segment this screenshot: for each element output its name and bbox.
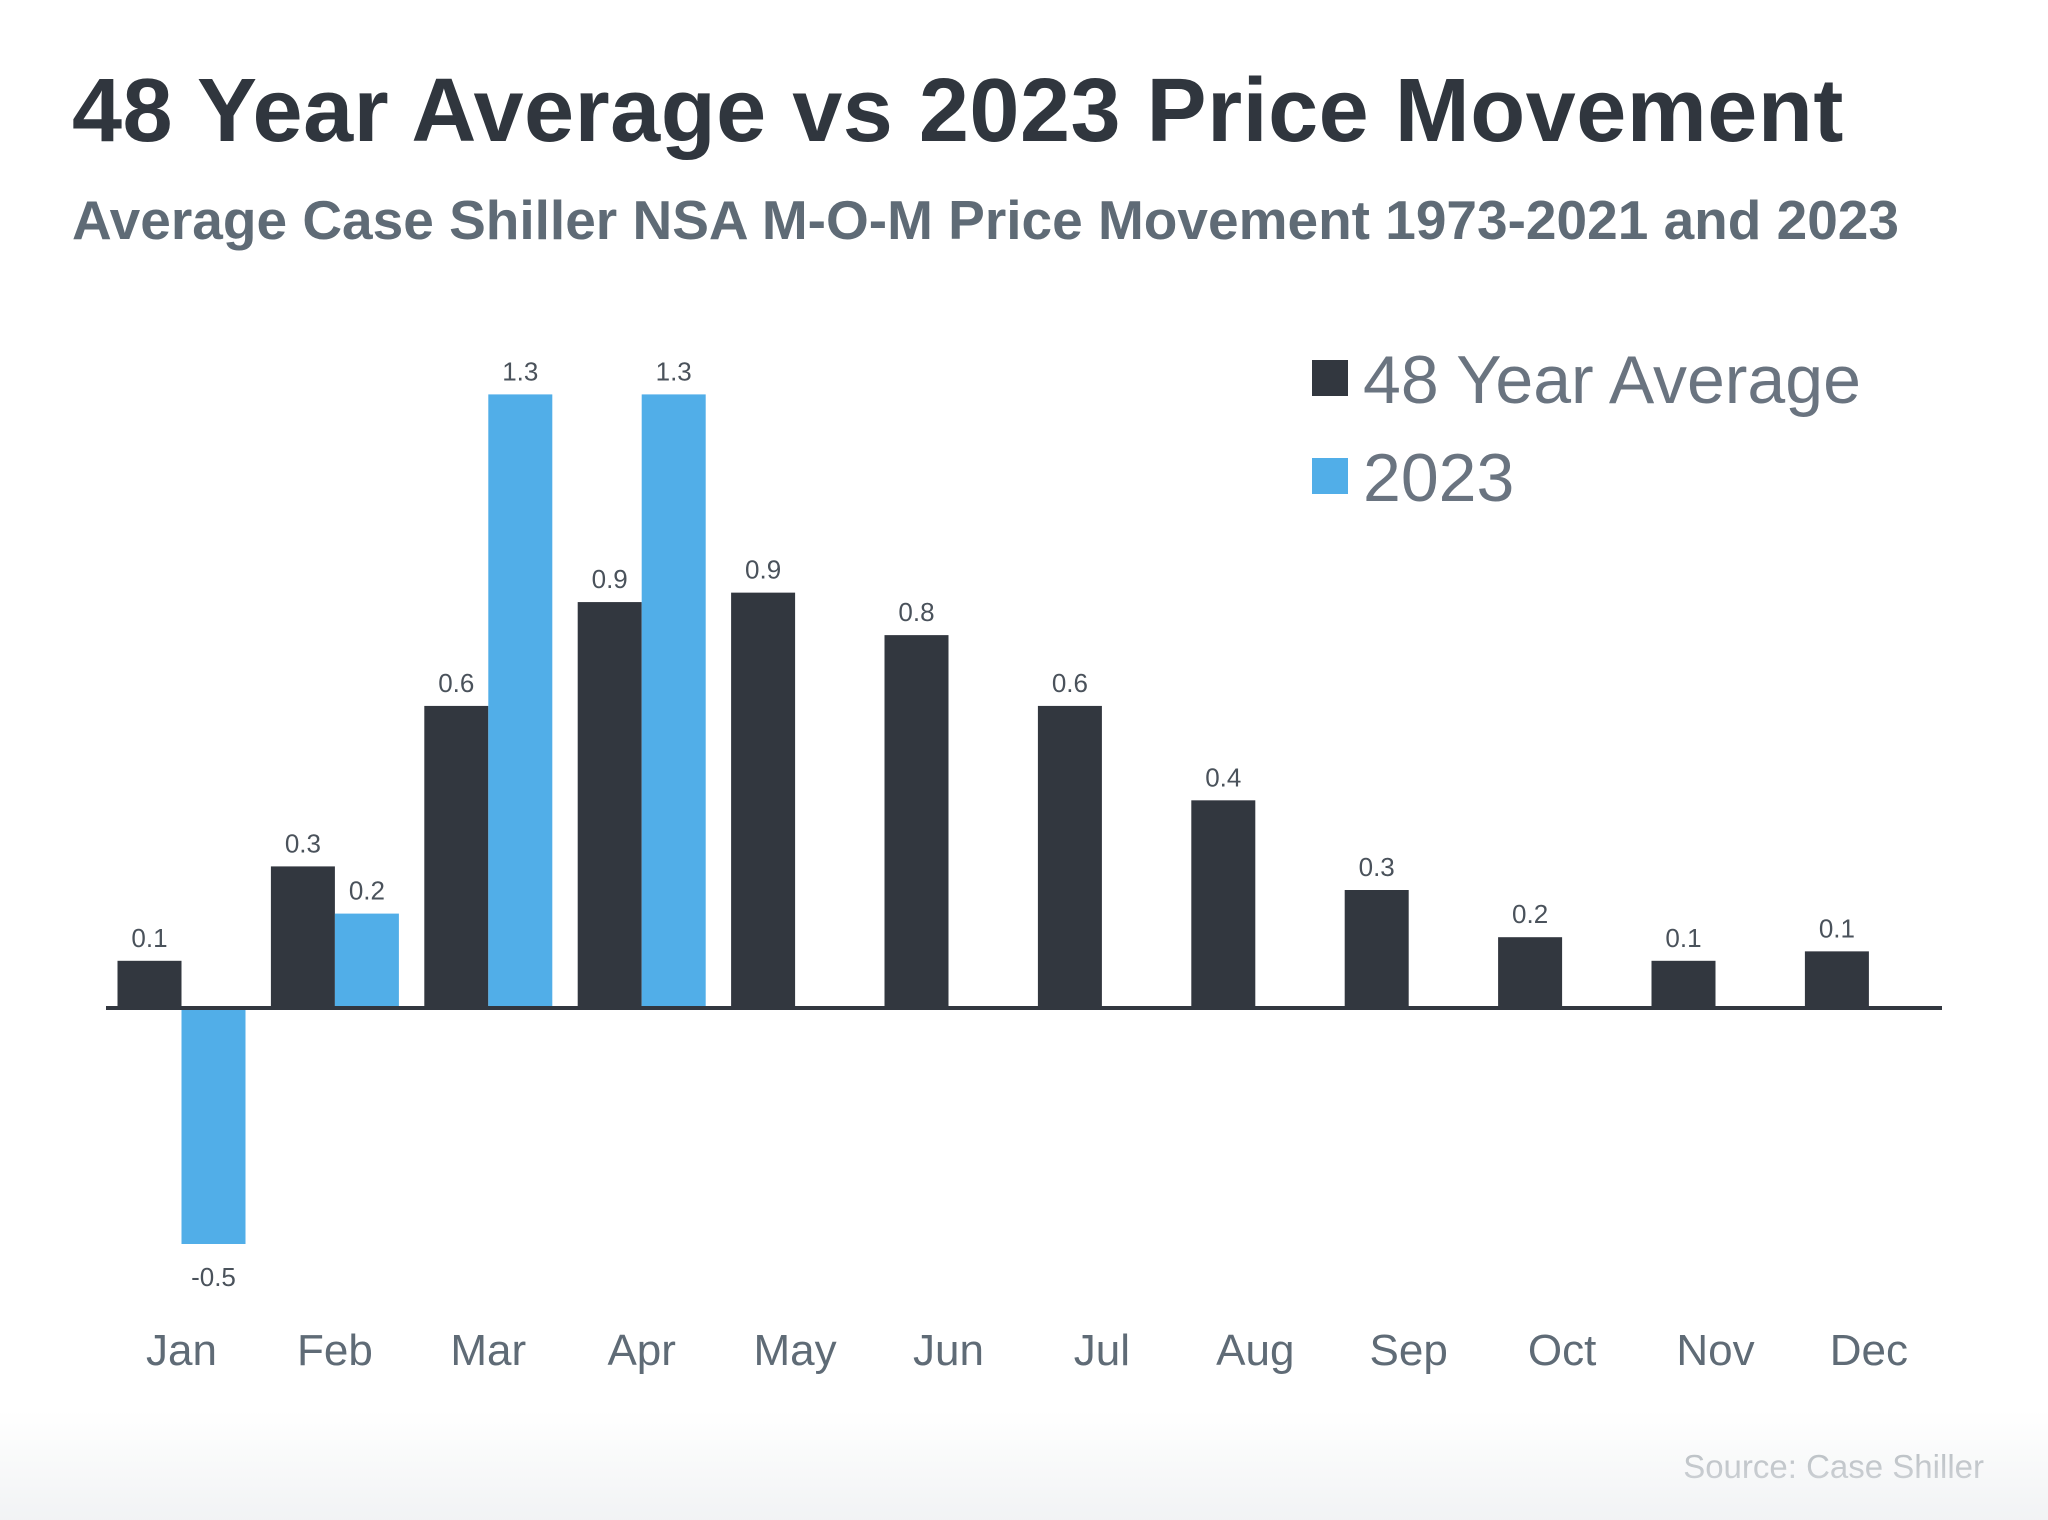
- chart-title: 48 Year Average vs 2023 Price Movement: [72, 61, 1844, 161]
- data-labels-layer: 0.1 -0.5 0.3 0.2 0.6 1.3 0.9 1.3 0.9 0.8 0.6 0.4 0.3…: [131, 356, 1855, 1292]
- legend-label-avg: 48 Year Average: [1363, 342, 1861, 418]
- y2023-label-jan: -0.5: [191, 1262, 236, 1292]
- avg-bar-jun: [884, 635, 949, 1008]
- bars-layer: [117, 394, 1869, 1244]
- x-tick-nov: Nov: [1676, 1326, 1754, 1375]
- avg-label-apr: 0.9: [592, 564, 628, 594]
- avg-label-nov: 0.1: [1665, 923, 1701, 953]
- avg-bar-mar: [424, 705, 489, 1008]
- avg-label-may: 0.9: [745, 555, 781, 585]
- avg-bar-nov: [1651, 960, 1716, 1008]
- avg-bar-oct: [1498, 937, 1563, 1008]
- x-tick-jun: Jun: [913, 1326, 984, 1375]
- legend-swatch-y2023: [1312, 458, 1348, 494]
- avg-label-dec: 0.1: [1819, 913, 1855, 943]
- source-note: Source: Case Shiller: [1683, 1448, 1984, 1485]
- chart-subtitle: Average Case Shiller NSA M-O-M Price Mov…: [72, 189, 1899, 251]
- x-tick-apr: Apr: [607, 1326, 675, 1375]
- avg-label-sep: 0.3: [1359, 852, 1395, 882]
- x-tick-jul: Jul: [1074, 1326, 1130, 1375]
- avg-bar-aug: [1191, 800, 1256, 1008]
- y2023-bar-jan: [181, 1008, 246, 1244]
- avg-bar-jan: [117, 960, 182, 1008]
- legend: 48 Year Average 2023: [1312, 342, 1861, 516]
- x-tick-mar: Mar: [450, 1326, 526, 1375]
- x-tick-feb: Feb: [297, 1326, 373, 1375]
- avg-bar-may: [731, 592, 796, 1008]
- avg-bar-feb: [270, 866, 335, 1008]
- x-tick-labels: Jan Feb Mar Apr May Jun Jul Aug Sep Oct Nov Dec: [146, 1326, 1908, 1375]
- legend-swatch-avg: [1312, 360, 1348, 396]
- y2023-label-mar: 1.3: [502, 356, 538, 386]
- avg-bar-jul: [1037, 705, 1102, 1008]
- avg-label-mar: 0.6: [438, 668, 474, 698]
- y2023-bar-mar: [488, 394, 553, 1008]
- y2023-bar-feb: [334, 913, 399, 1008]
- avg-label-feb: 0.3: [285, 828, 321, 858]
- x-tick-sep: Sep: [1370, 1326, 1448, 1375]
- avg-label-jun: 0.8: [898, 597, 934, 627]
- avg-bar-dec: [1804, 951, 1869, 1008]
- y2023-label-apr: 1.3: [656, 356, 692, 386]
- x-tick-jan: Jan: [146, 1326, 217, 1375]
- avg-label-jul: 0.6: [1052, 668, 1088, 698]
- x-tick-oct: Oct: [1528, 1326, 1596, 1375]
- y2023-label-feb: 0.2: [349, 876, 385, 906]
- x-tick-aug: Aug: [1216, 1326, 1294, 1375]
- legend-label-y2023: 2023: [1363, 440, 1514, 516]
- avg-label-aug: 0.4: [1205, 762, 1241, 792]
- avg-label-jan: 0.1: [131, 923, 167, 953]
- avg-bar-apr: [577, 602, 642, 1008]
- avg-label-oct: 0.2: [1512, 899, 1548, 929]
- x-tick-may: May: [754, 1326, 837, 1375]
- avg-bar-sep: [1344, 890, 1409, 1008]
- y2023-bar-apr: [641, 394, 706, 1008]
- x-tick-dec: Dec: [1830, 1326, 1908, 1375]
